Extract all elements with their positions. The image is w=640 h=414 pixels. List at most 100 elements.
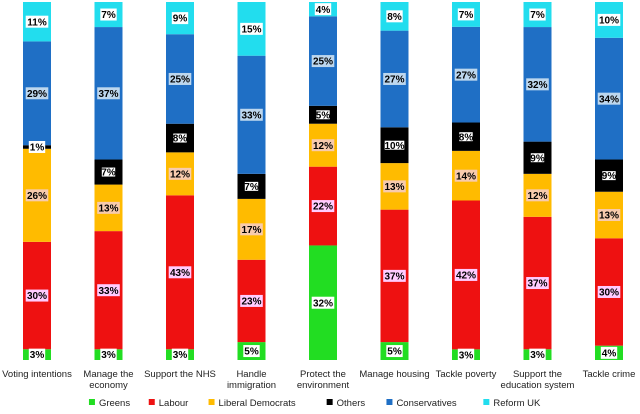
data-label: 7% bbox=[459, 10, 474, 21]
data-label-bg bbox=[170, 130, 190, 146]
data-label: 3% bbox=[530, 350, 545, 361]
legend-label: Labour bbox=[159, 398, 189, 409]
data-label: 17% bbox=[241, 225, 261, 236]
data-label: 26% bbox=[27, 191, 47, 202]
data-label-bg bbox=[597, 285, 621, 298]
x-tick-label: Tackle crime bbox=[583, 369, 636, 380]
legend-swatch bbox=[208, 399, 215, 405]
data-label: 12% bbox=[313, 141, 333, 152]
data-label-bg bbox=[456, 129, 476, 145]
data-label-bg bbox=[171, 12, 189, 25]
data-label: 11% bbox=[27, 17, 47, 28]
data-label-bg bbox=[381, 137, 408, 153]
data-label: 5% bbox=[316, 110, 331, 121]
data-label-bg bbox=[314, 3, 332, 16]
x-tick-label: Manage housing bbox=[359, 369, 429, 380]
data-label-bg bbox=[25, 289, 49, 302]
data-label-bg bbox=[311, 296, 335, 309]
data-label-bg bbox=[240, 223, 263, 236]
data-label-bg bbox=[383, 72, 406, 85]
data-label: 7% bbox=[101, 10, 116, 21]
data-label: 7% bbox=[244, 182, 259, 193]
x-tick-label: Protect the bbox=[300, 369, 346, 380]
data-label-bg bbox=[600, 346, 618, 359]
data-label-bg bbox=[168, 266, 192, 279]
data-label: 10% bbox=[599, 16, 619, 27]
data-label-bg bbox=[97, 87, 120, 100]
data-label: 25% bbox=[170, 75, 190, 86]
data-label: 5% bbox=[244, 347, 259, 358]
data-label-bg bbox=[383, 269, 406, 282]
x-tick-label: economy bbox=[89, 380, 128, 391]
data-label: 14% bbox=[456, 171, 476, 182]
data-label-bg bbox=[383, 180, 406, 193]
data-label-bg bbox=[457, 8, 475, 21]
data-label-bg bbox=[454, 169, 478, 182]
data-label-bg bbox=[100, 8, 117, 21]
data-label: 9% bbox=[530, 153, 545, 164]
data-label-bg bbox=[454, 268, 478, 281]
legend-label: Greens bbox=[99, 398, 130, 409]
data-label: 25% bbox=[313, 57, 333, 68]
data-label: 29% bbox=[27, 89, 47, 100]
data-label: 3% bbox=[30, 350, 45, 361]
data-label-bg bbox=[97, 201, 120, 214]
data-label-bg bbox=[97, 284, 120, 297]
data-label-bg bbox=[529, 8, 546, 21]
x-tick-label: environment bbox=[297, 380, 350, 391]
legend-swatch bbox=[88, 399, 95, 405]
data-label-bg bbox=[526, 78, 549, 91]
data-label: 34% bbox=[599, 94, 619, 105]
data-label: 33% bbox=[98, 286, 118, 297]
x-tick-label: immigration bbox=[227, 380, 276, 391]
data-label-bg bbox=[25, 87, 49, 100]
legend-swatch bbox=[386, 399, 393, 405]
data-label: 23% bbox=[241, 297, 261, 308]
data-label: 9% bbox=[173, 14, 188, 25]
data-label-bg bbox=[28, 348, 46, 361]
data-label: 3% bbox=[459, 350, 474, 361]
data-label-bg bbox=[313, 107, 333, 123]
data-label: 30% bbox=[27, 291, 47, 302]
data-label-bg bbox=[311, 200, 335, 213]
data-label: 13% bbox=[384, 182, 404, 193]
x-tick-label: Tackle poverty bbox=[436, 369, 497, 380]
data-label: 13% bbox=[599, 211, 619, 222]
data-label-bg bbox=[454, 68, 478, 81]
data-label-bg bbox=[386, 345, 403, 358]
data-label-bg bbox=[597, 92, 621, 105]
data-label-bg bbox=[240, 22, 263, 35]
data-label-bg bbox=[597, 13, 621, 26]
data-label: 7% bbox=[530, 10, 545, 21]
data-label: 37% bbox=[527, 279, 547, 290]
data-label-bg bbox=[28, 140, 46, 153]
data-label-bg bbox=[98, 164, 119, 180]
data-label-bg bbox=[240, 294, 263, 307]
x-tick-label: Voting intentions bbox=[2, 369, 72, 380]
data-label: 1% bbox=[30, 143, 45, 154]
data-label-bg bbox=[168, 72, 192, 85]
data-label: 3% bbox=[101, 350, 116, 361]
data-label: 43% bbox=[170, 268, 190, 279]
legend-label: Reform UK bbox=[493, 398, 541, 409]
data-label-bg bbox=[171, 348, 189, 361]
data-label: 4% bbox=[602, 348, 617, 359]
data-label-bg bbox=[529, 348, 546, 361]
data-label-bg bbox=[25, 189, 49, 202]
data-label: 33% bbox=[241, 110, 261, 121]
data-label: 5% bbox=[387, 347, 402, 358]
data-label: 4% bbox=[316, 5, 331, 16]
data-label: 32% bbox=[313, 298, 333, 309]
data-label: 27% bbox=[456, 70, 476, 81]
data-label-bg bbox=[599, 168, 619, 184]
data-label-bg bbox=[240, 108, 263, 121]
data-label-bg bbox=[241, 178, 262, 194]
data-label-bg bbox=[597, 209, 621, 222]
x-tick-label: education system bbox=[501, 380, 575, 391]
data-label: 13% bbox=[98, 203, 118, 214]
data-label: 32% bbox=[527, 80, 547, 91]
data-label: 42% bbox=[456, 271, 476, 282]
data-label: 12% bbox=[527, 191, 547, 202]
legend-label: Liberal Democrats bbox=[219, 398, 296, 409]
